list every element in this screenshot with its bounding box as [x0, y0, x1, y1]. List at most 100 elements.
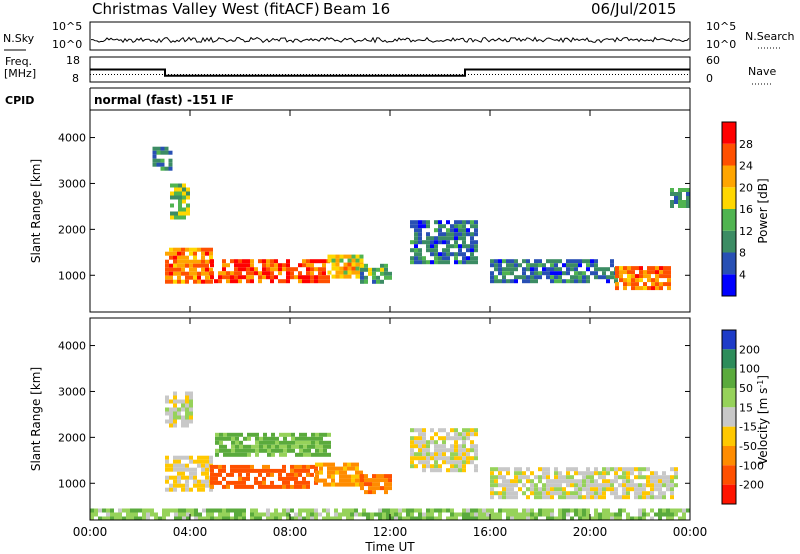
data-cell — [205, 279, 209, 284]
data-cell — [554, 483, 558, 488]
data-cell — [286, 263, 290, 268]
data-cell — [674, 192, 678, 196]
data-cell — [177, 259, 181, 264]
data-cell — [226, 279, 230, 284]
data-cell — [156, 162, 161, 167]
data-cell — [562, 516, 566, 521]
data-cell — [394, 508, 398, 513]
data-cell — [494, 279, 498, 284]
data-cell — [670, 475, 674, 480]
data-cell — [670, 512, 674, 517]
data-cell — [315, 462, 319, 467]
data-cell — [355, 266, 360, 271]
data-cell — [318, 271, 322, 276]
data-cell — [458, 464, 462, 469]
data-cell — [462, 516, 466, 521]
data-cell — [275, 448, 279, 453]
data-cell — [562, 271, 566, 276]
data-cell — [558, 516, 562, 521]
data-cell — [374, 512, 378, 517]
data-cell — [222, 468, 226, 473]
data-cell — [347, 266, 352, 271]
data-cell — [290, 275, 294, 280]
data-cell — [458, 432, 462, 437]
data-cell — [334, 508, 338, 513]
data-cell — [619, 278, 623, 283]
data-cell — [414, 464, 418, 469]
data-cell — [315, 452, 319, 457]
data-cell — [339, 478, 343, 483]
data-cell — [239, 440, 243, 445]
data-cell — [286, 484, 290, 489]
data-cell — [530, 267, 534, 272]
data-cell — [518, 512, 522, 517]
data-cell — [165, 467, 169, 472]
data-cell — [647, 274, 651, 279]
data-cell — [594, 263, 598, 268]
data-cell — [290, 516, 294, 521]
data-cell — [197, 279, 201, 284]
data-cell — [410, 428, 414, 433]
data-cell — [323, 452, 327, 457]
data-cell — [201, 263, 205, 268]
data-cell — [522, 508, 526, 513]
data-cell — [422, 464, 426, 469]
data-cell — [165, 463, 169, 468]
data-cell — [442, 248, 446, 253]
data-cell — [319, 452, 323, 457]
data-cell — [298, 472, 302, 477]
data-cell — [164, 150, 169, 155]
data-cell — [674, 471, 678, 476]
data-cell — [458, 436, 462, 441]
data-cell — [614, 487, 618, 492]
nsky-label: N.Sky — [3, 32, 35, 45]
data-cell — [434, 440, 438, 445]
velocity-colorbar-tick: 50 — [739, 382, 753, 395]
data-cell — [318, 279, 322, 284]
data-cell — [186, 187, 190, 192]
data-cell — [118, 512, 122, 517]
data-cell — [238, 267, 242, 272]
x-tick-label: 08:00 — [273, 525, 308, 539]
data-cell — [326, 508, 330, 513]
data-cell — [234, 508, 238, 513]
data-cell — [299, 444, 303, 449]
data-cell — [294, 476, 298, 481]
data-cell — [182, 195, 186, 200]
data-cell — [362, 508, 366, 513]
data-cell — [426, 460, 430, 465]
data-cell — [578, 495, 582, 500]
data-cell — [331, 262, 336, 267]
data-cell — [298, 508, 302, 513]
data-cell — [578, 483, 582, 488]
data-cell — [410, 436, 414, 441]
data-cell — [586, 267, 590, 272]
data-cell — [169, 419, 173, 424]
data-cell — [546, 471, 550, 476]
data-cell — [250, 516, 254, 521]
data-cell — [227, 432, 231, 437]
data-cell — [376, 478, 380, 483]
data-cell — [622, 483, 626, 488]
data-cell — [279, 448, 283, 453]
data-cell — [223, 444, 227, 449]
data-cell — [458, 512, 462, 517]
data-cell — [219, 448, 223, 453]
data-cell — [364, 263, 368, 268]
data-cell — [335, 470, 339, 475]
data-cell — [197, 455, 201, 460]
data-cell — [226, 275, 230, 280]
data-cell — [173, 475, 177, 480]
data-cell — [410, 220, 414, 225]
data-cell — [250, 267, 254, 272]
data-cell — [554, 271, 558, 276]
data-cell — [502, 508, 506, 513]
data-cell — [278, 263, 282, 268]
data-cell — [165, 275, 169, 280]
data-cell — [442, 252, 446, 257]
data-cell — [346, 508, 350, 513]
data-cell — [386, 508, 390, 513]
data-cell — [189, 407, 193, 412]
data-cell — [522, 271, 526, 276]
data-cell — [430, 508, 434, 513]
